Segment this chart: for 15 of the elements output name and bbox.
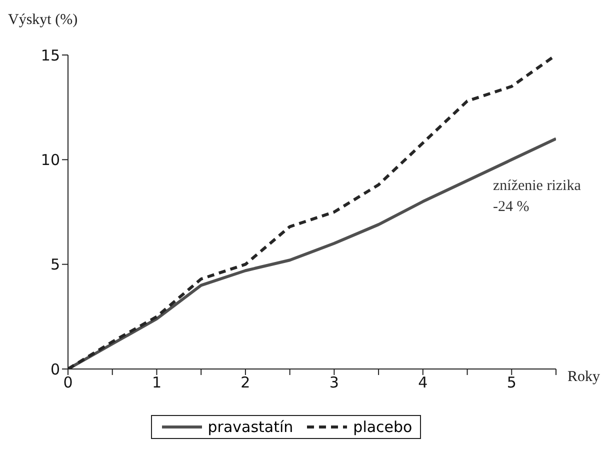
x-tick-label: 1	[152, 374, 162, 392]
annotation: zníženie rizika -24 %	[493, 177, 582, 217]
y-tick-label: 10	[40, 150, 60, 169]
y-axis-title: Výskyt (%)	[8, 12, 78, 29]
y-tick-label: 15	[40, 46, 60, 64]
x-tick-label: 5	[506, 374, 516, 392]
x-tick-label: 3	[329, 374, 339, 392]
legend-label: placebo	[353, 418, 412, 436]
y-tick-label: 0	[50, 360, 60, 378]
x-axis-title: Roky	[567, 369, 600, 385]
x-tick-label: 4	[418, 374, 428, 392]
x-tick-label: 2	[240, 374, 250, 392]
legend-label: pravastatín	[208, 418, 294, 436]
y-tick-label: 5	[50, 256, 60, 274]
x-tick-label: 0	[63, 374, 73, 392]
